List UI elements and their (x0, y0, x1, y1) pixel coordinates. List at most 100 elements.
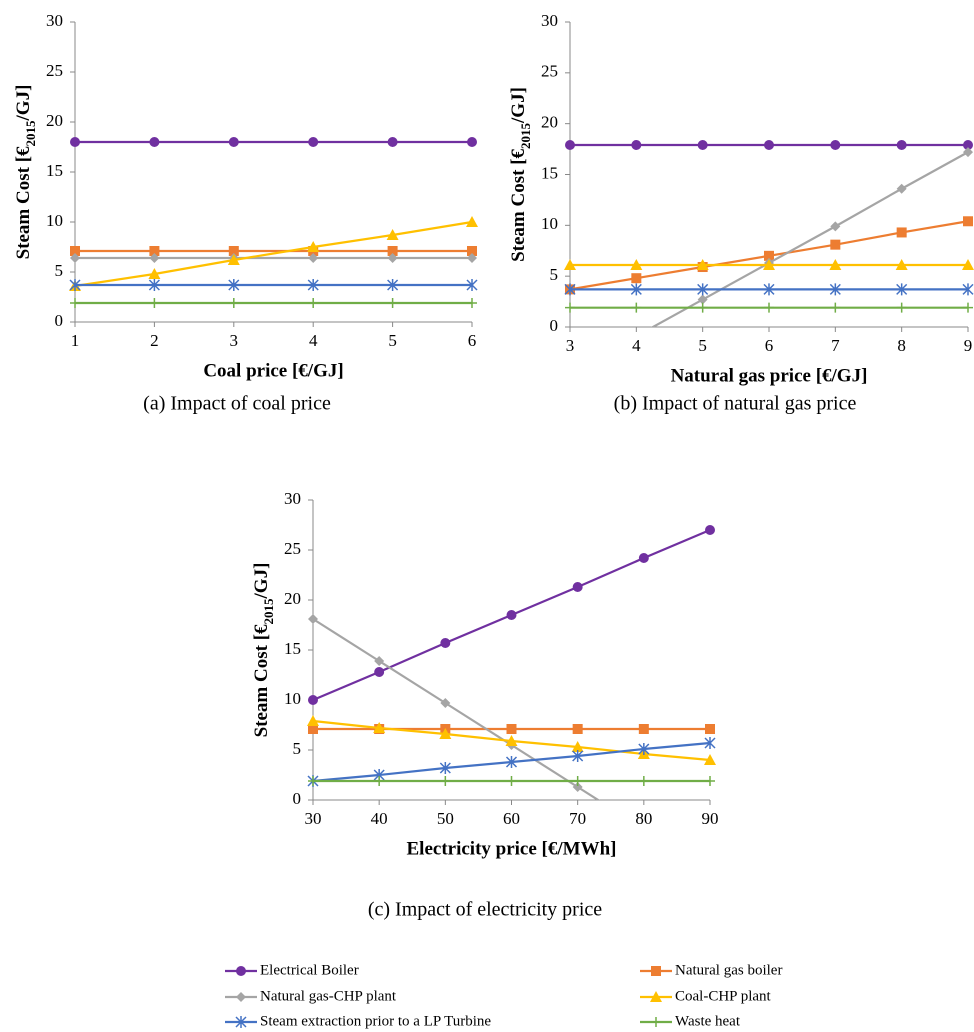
point (387, 279, 399, 291)
point (565, 302, 575, 313)
point (440, 638, 451, 648)
point (705, 525, 715, 535)
x-tick-label: 5 (698, 336, 707, 355)
point (697, 140, 708, 151)
point (631, 302, 642, 313)
point (572, 782, 583, 792)
point (374, 656, 385, 666)
x-tick-label: 4 (309, 331, 318, 350)
point (829, 258, 842, 270)
y-tick-label: 5 (55, 261, 64, 280)
y-axis-label-part: Steam Cost [€ (508, 148, 529, 261)
point (963, 216, 973, 227)
point (763, 258, 775, 270)
y-tick-label: 5 (550, 265, 559, 284)
point (228, 137, 239, 147)
point (697, 294, 708, 305)
point (467, 137, 477, 147)
y-axis-label: Steam Cost [€2015/GJ] (251, 563, 276, 738)
point (149, 298, 160, 308)
point (228, 279, 240, 291)
legend-label: Electrical Boiler (260, 962, 359, 978)
point (896, 183, 907, 194)
point (307, 715, 319, 726)
point (638, 724, 649, 734)
legend: Electrical Boiler Natural gas boiler Natur… (225, 962, 782, 1029)
point (896, 227, 907, 238)
point (630, 258, 643, 270)
plot (69, 137, 478, 308)
point (963, 302, 973, 313)
point (764, 302, 774, 313)
point (697, 302, 708, 313)
x-tick-label: 2 (150, 331, 159, 350)
x-tick-label: 9 (964, 336, 973, 355)
x-tick-label: 5 (388, 331, 397, 350)
y-tick-label: 15 (541, 163, 558, 182)
point (467, 298, 477, 308)
point (572, 776, 583, 786)
y-tick-label: 25 (541, 62, 558, 81)
point (830, 140, 841, 151)
point (564, 283, 576, 296)
legend-label: Natural gas boiler (675, 962, 782, 978)
y-tick-label: 10 (46, 211, 63, 230)
point (440, 776, 451, 786)
legend-marker (236, 966, 246, 976)
point (506, 610, 517, 620)
y-axis-label-part: /GJ] (13, 85, 34, 122)
point (763, 283, 775, 296)
point (704, 737, 716, 749)
y-tick-label: 20 (541, 113, 558, 132)
point (374, 776, 385, 786)
y-tick-label: 15 (284, 639, 301, 658)
x-tick-label: 1 (71, 331, 80, 350)
x-tick-label: 8 (897, 336, 906, 355)
plot (307, 525, 716, 800)
point (571, 741, 584, 752)
point (308, 137, 319, 147)
x-tick-label: 3 (566, 336, 575, 355)
series-line (74, 220, 473, 288)
point (631, 140, 642, 151)
point (148, 268, 161, 279)
point (764, 250, 774, 261)
legend-marker (650, 991, 662, 1002)
point (466, 279, 478, 291)
x-axis-label: Natural gas price [€/GJ] (671, 365, 868, 386)
point (308, 695, 318, 705)
point (387, 298, 398, 308)
y-axis-label: Steam Cost [€2015/GJ] (508, 87, 533, 262)
point (440, 698, 451, 708)
point (69, 279, 81, 291)
point (705, 776, 715, 786)
point (572, 750, 584, 762)
x-tick-label: 60 (503, 809, 520, 828)
legend-label: Steam extraction prior to a LP Turbine (260, 1013, 491, 1029)
x-tick-label: 3 (230, 331, 239, 350)
point (896, 302, 907, 313)
point (704, 754, 716, 765)
y-tick-label: 0 (293, 789, 302, 808)
x-axis-label: Electricity price [€/MWh] (407, 838, 617, 859)
chart: 0 5 10 15 20 25 30 1 2 3 4 5 6 Coal price [€/GJ] Steam… (13, 11, 478, 415)
point (149, 253, 160, 263)
caption: (b) Impact of natural gas price (614, 393, 857, 415)
point (148, 279, 160, 291)
y-tick-label: 30 (46, 11, 63, 30)
y-tick-label: 10 (284, 689, 301, 708)
point (962, 258, 974, 270)
point (70, 253, 80, 263)
point (439, 762, 451, 774)
point (228, 298, 239, 308)
y-axis-label-part: 2015 (518, 122, 533, 149)
y-axis-label-part: Steam Cost [€ (13, 146, 34, 259)
point (830, 239, 841, 250)
caption: (a) Impact of coal price (143, 393, 331, 415)
y-axis-label-part: 2015 (23, 120, 38, 147)
legend-marker (236, 992, 246, 1002)
y-tick-label: 0 (55, 311, 64, 330)
point (565, 140, 575, 151)
chart: 0 5 10 15 20 25 30 3 4 5 6 7 8 9 Natural gas price [€/… (508, 11, 974, 415)
